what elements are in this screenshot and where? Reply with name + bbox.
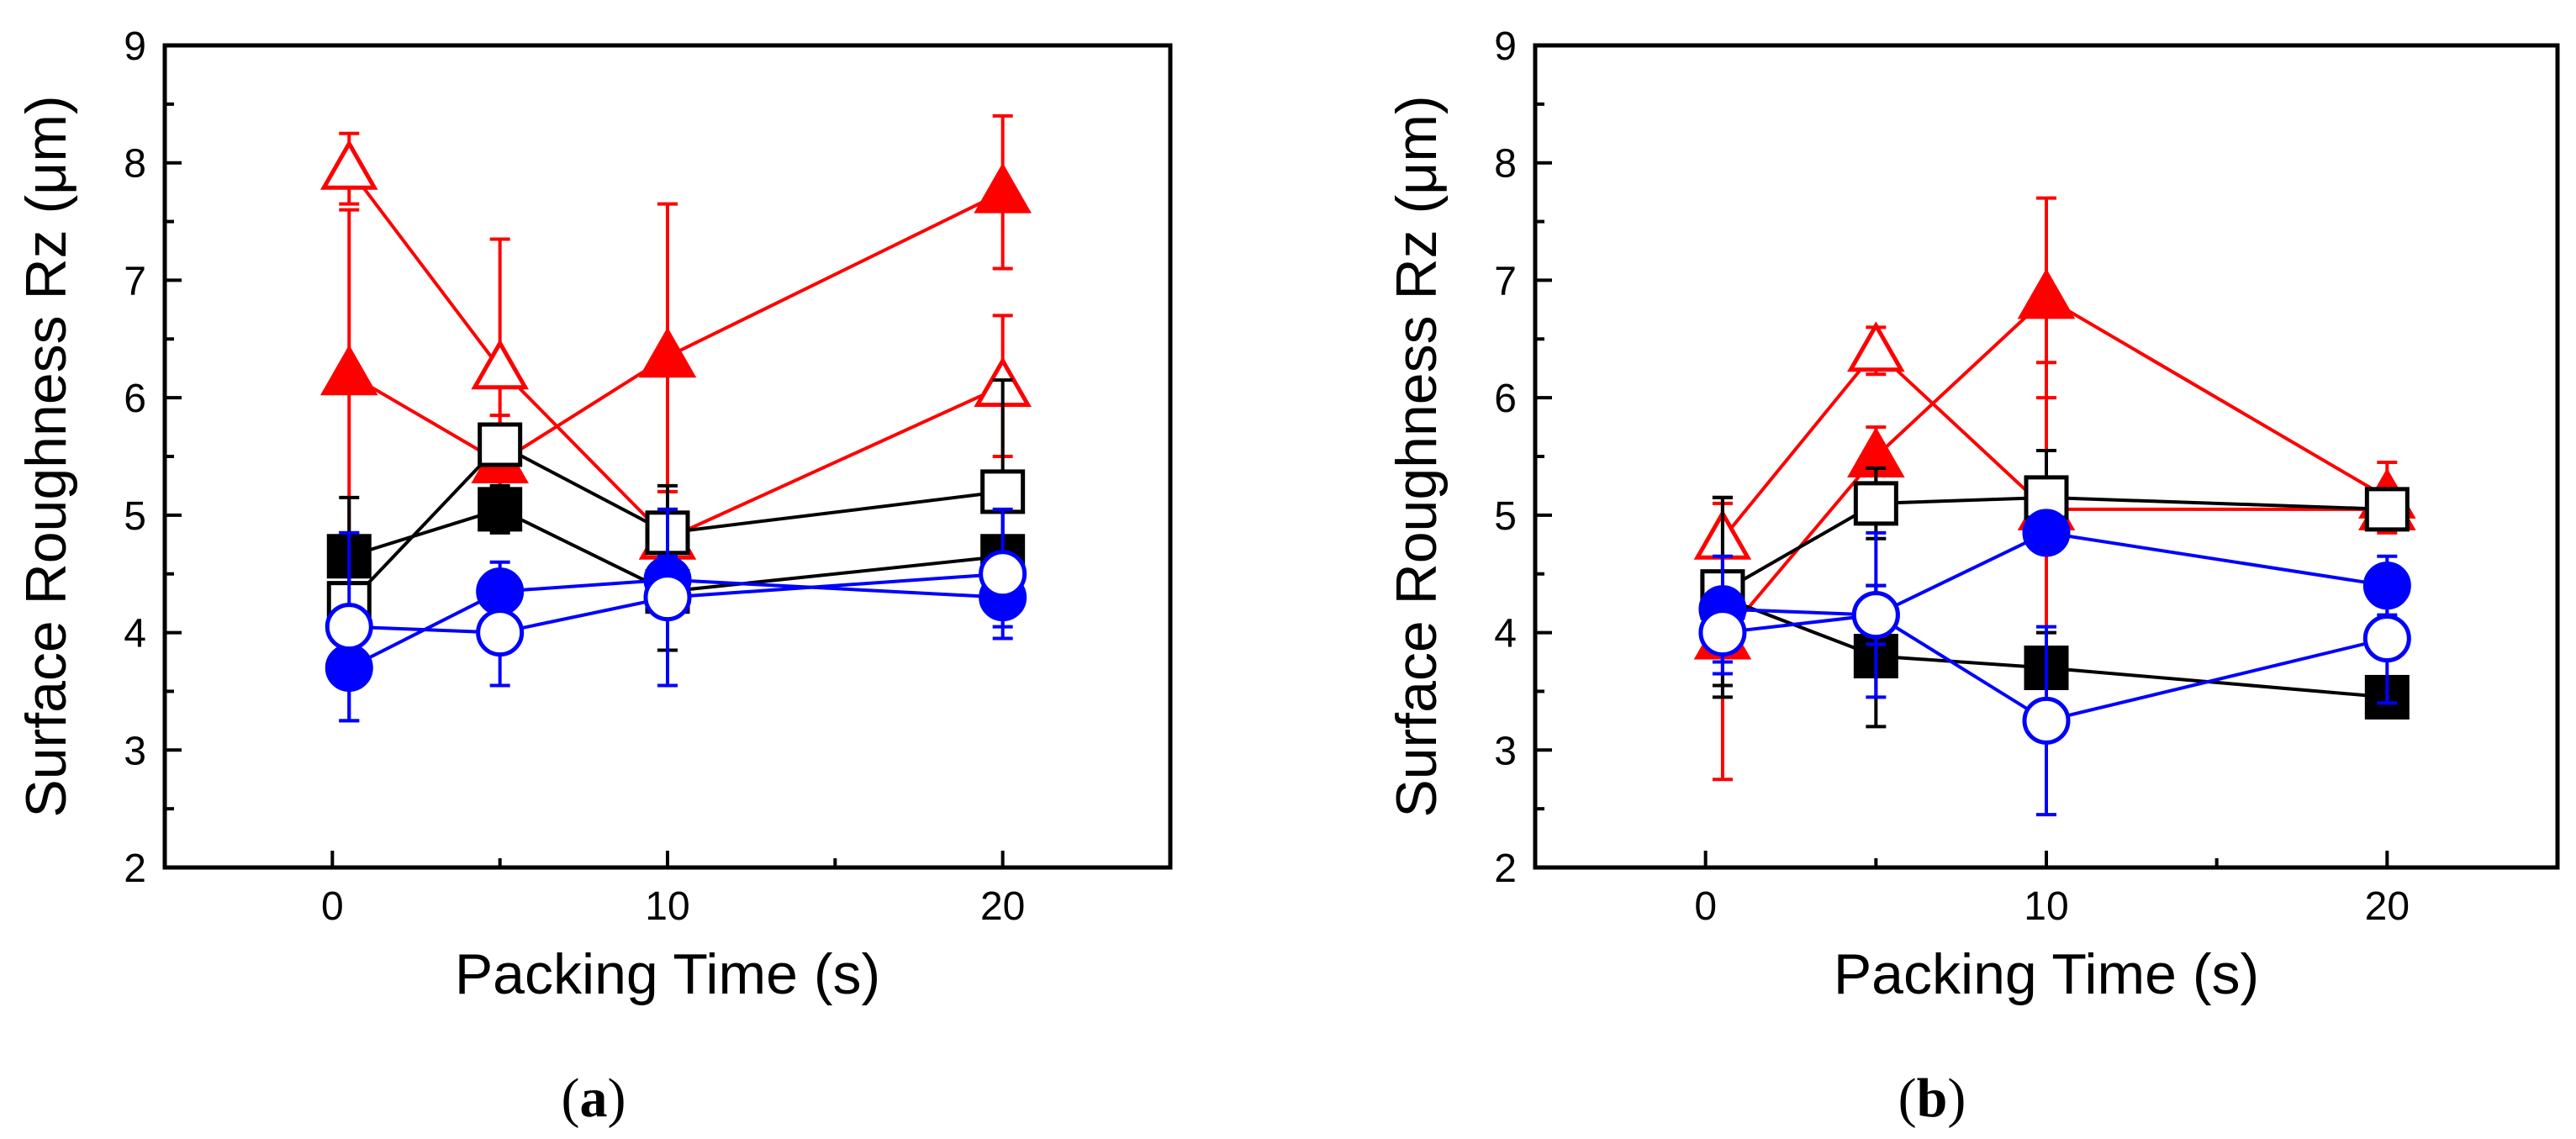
chart-b-series-blue-open-circle — [1698, 530, 2411, 817]
panel-a: 2 3 4 5 6 7 8 9 0 10 20 Packing Time (s) Surface Rou… — [14, 24, 1173, 1006]
chart-a-xtick-label-20: 20 — [980, 884, 1025, 929]
chart-b-ytick-label-9: 9 — [1494, 24, 1517, 69]
chart-a-line-red-open-triangle — [347, 167, 1004, 541]
panel-label-a: (a) — [562, 1068, 626, 1129]
chart-a-point-black-open-square — [478, 422, 523, 467]
chart-b-point-black-open-square — [1853, 481, 1898, 526]
chart-a-line-black-filled-square — [348, 507, 1003, 593]
chart-b-point-blue-filled-circle — [2022, 509, 2071, 557]
chart-b-ytick-label-4: 4 — [1494, 612, 1517, 657]
chart-a-series-red-filled-triangle — [319, 113, 1032, 540]
chart-b-line-black-filled-square — [1722, 595, 2388, 699]
chart-a-point-blue-open-circle — [643, 573, 692, 622]
chart-b-line-red-filled-triangle — [1721, 295, 2389, 640]
chart-b-xtick-label-20: 20 — [2365, 884, 2410, 929]
panel-b: 2 3 4 5 6 7 8 9 0 10 20 Packing Time (s) Surface Rou… — [1385, 24, 2560, 1006]
chart-b-y-axis-title: Surface Roughness Rz (μm) — [1385, 95, 1449, 817]
chart-b-ytick-label-3: 3 — [1494, 729, 1517, 773]
chart-b-ytick-label-8: 8 — [1494, 142, 1517, 187]
chart-a-ytick-label-4: 4 — [124, 612, 146, 657]
chart-b-point-black-open-square — [2364, 487, 2410, 532]
chart-a-line-red-filled-triangle — [348, 190, 1004, 465]
chart-a-line-black-open-square — [347, 442, 1003, 605]
chart-b-point-blue-open-circle — [1698, 609, 1747, 657]
chart-b-ytick-label-2: 2 — [1494, 846, 1517, 891]
chart-b-ytick-label-6: 6 — [1494, 377, 1517, 421]
chart-a-line-blue-open-circle — [349, 572, 1003, 635]
chart-a-ytick-label-8: 8 — [124, 142, 146, 187]
chart-a-ytick-label-6: 6 — [124, 377, 146, 421]
chart-b-xtick-label-10: 10 — [2024, 884, 2068, 929]
chart-a-ytick-label-7: 7 — [124, 259, 146, 303]
chart-a-point-black-open-square — [980, 469, 1026, 514]
chart-a-point-red-filled-triangle — [974, 162, 1032, 214]
chart-a-y-axis-title: Surface Roughness Rz (μm) — [14, 95, 78, 817]
chart-a-ytick-label-3: 3 — [124, 729, 146, 773]
chart-a-point-red-filled-triangle — [319, 345, 378, 396]
chart-b-line-blue-open-circle — [1722, 613, 2388, 723]
chart-b-series-blue-filled-circle — [1698, 509, 2411, 664]
chart-a-point-blue-open-circle — [979, 550, 1027, 599]
chart-a-point-red-open-triangle — [319, 139, 378, 190]
chart-b-ytick-label-7: 7 — [1494, 259, 1517, 303]
chart-a-point-red-open-triangle — [471, 339, 529, 390]
chart-b-ytick-label-5: 5 — [1494, 494, 1517, 539]
chart-b-point-red-filled-triangle — [2017, 268, 2076, 319]
chart-a-point-red-filled-triangle — [638, 327, 697, 378]
chart-b-x-axis-title: Packing Time (s) — [1834, 942, 2259, 1006]
chart-b-line-red-open-triangle — [1721, 348, 2388, 540]
chart-a-point-blue-open-circle — [476, 609, 525, 657]
chart-a-series-blue-open-circle — [325, 507, 1027, 723]
chart-b-point-blue-open-circle — [2362, 614, 2411, 663]
chart-a-x-axis-title: Packing Time (s) — [455, 942, 880, 1006]
chart-b-point-red-open-triangle — [1847, 321, 1905, 372]
chart-a-ytick-label-9: 9 — [124, 24, 146, 69]
panel-label-b: (b) — [1898, 1068, 1966, 1129]
chart-a-ytick-label-2: 2 — [124, 846, 146, 891]
chart-b-line-black-open-square — [1721, 495, 2388, 593]
chart-a-xtick-label-10: 10 — [645, 884, 689, 929]
chart-b-point-blue-open-circle — [1851, 591, 1900, 640]
chart-a-point-black-filled-square — [478, 487, 523, 532]
chart-a-xtick-label-0: 0 — [321, 884, 344, 929]
chart-a-ytick-label-5: 5 — [124, 494, 146, 539]
chart-b-line-blue-filled-circle — [1722, 530, 2388, 617]
chart-b-xtick-label-0: 0 — [1694, 884, 1717, 929]
chart-b-point-blue-open-circle — [2022, 696, 2071, 745]
chart-a-point-blue-open-circle — [325, 603, 373, 651]
